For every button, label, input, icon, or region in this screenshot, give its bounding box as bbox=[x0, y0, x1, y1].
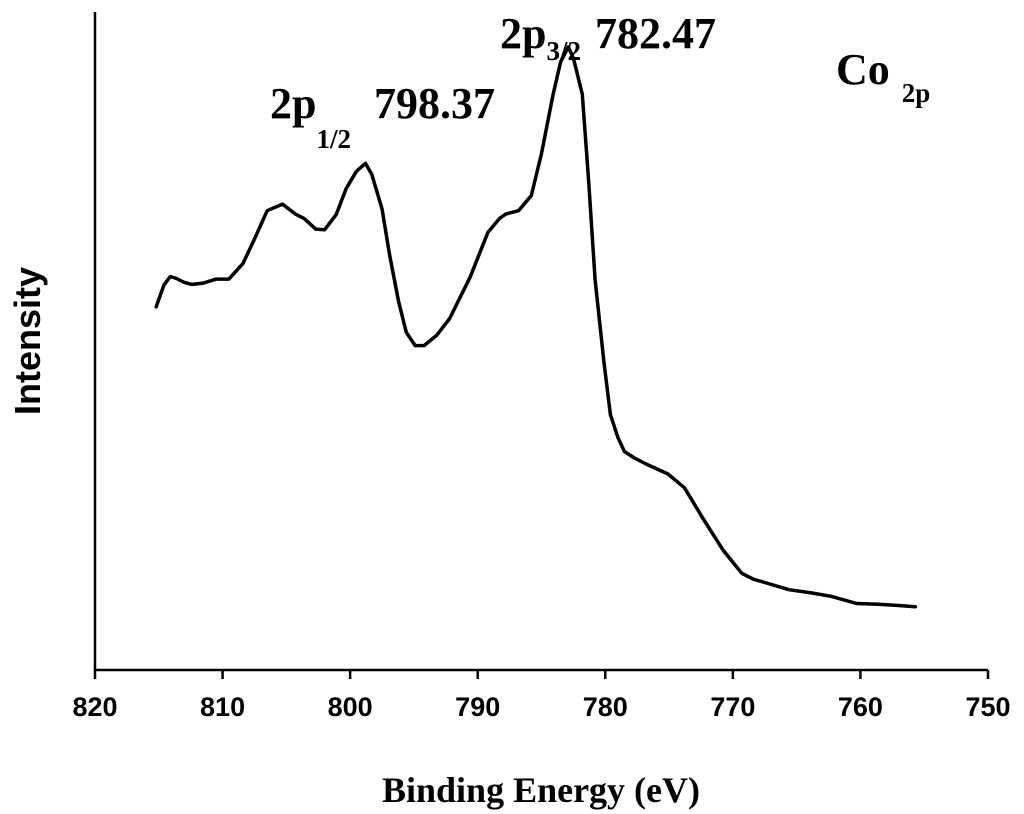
y-axis-title: Intensity bbox=[7, 267, 48, 415]
x-tick-label: 760 bbox=[838, 692, 883, 722]
x-ticks bbox=[93, 670, 990, 679]
x-tick-label: 770 bbox=[710, 692, 755, 722]
x-axis-title: Binding Energy (eV) bbox=[382, 770, 700, 810]
x-tick-label: 820 bbox=[72, 692, 117, 722]
peak-annotation-2p12: 2p1/2 bbox=[270, 79, 351, 154]
x-tick-label: 800 bbox=[328, 692, 373, 722]
peak-2p12-subscript: 1/2 bbox=[316, 124, 351, 154]
x-tick-label: 790 bbox=[455, 692, 500, 722]
co2p-spectrum-line bbox=[154, 45, 918, 609]
element-label: Co 2p bbox=[836, 45, 930, 108]
peak-2p12-value: 798.37 bbox=[374, 79, 495, 128]
x-tick-label: 810 bbox=[200, 692, 245, 722]
x-tick-labels: 820 810 800 790 780 770 760 750 bbox=[72, 692, 1010, 722]
element-label-main: Co bbox=[836, 45, 890, 94]
peak-2p32-value: 782.47 bbox=[595, 9, 716, 58]
peak-annotation-2p32: 2p3/2 782.47 bbox=[500, 9, 716, 66]
peak-2p12-label: 2p bbox=[270, 79, 316, 128]
peak-2p32-subscript: 3/2 bbox=[546, 36, 581, 66]
peak-2p32-label: 2p bbox=[500, 9, 546, 58]
x-tick-label: 780 bbox=[583, 692, 628, 722]
element-label-subscript: 2p bbox=[902, 78, 931, 108]
x-tick-label: 750 bbox=[965, 692, 1010, 722]
